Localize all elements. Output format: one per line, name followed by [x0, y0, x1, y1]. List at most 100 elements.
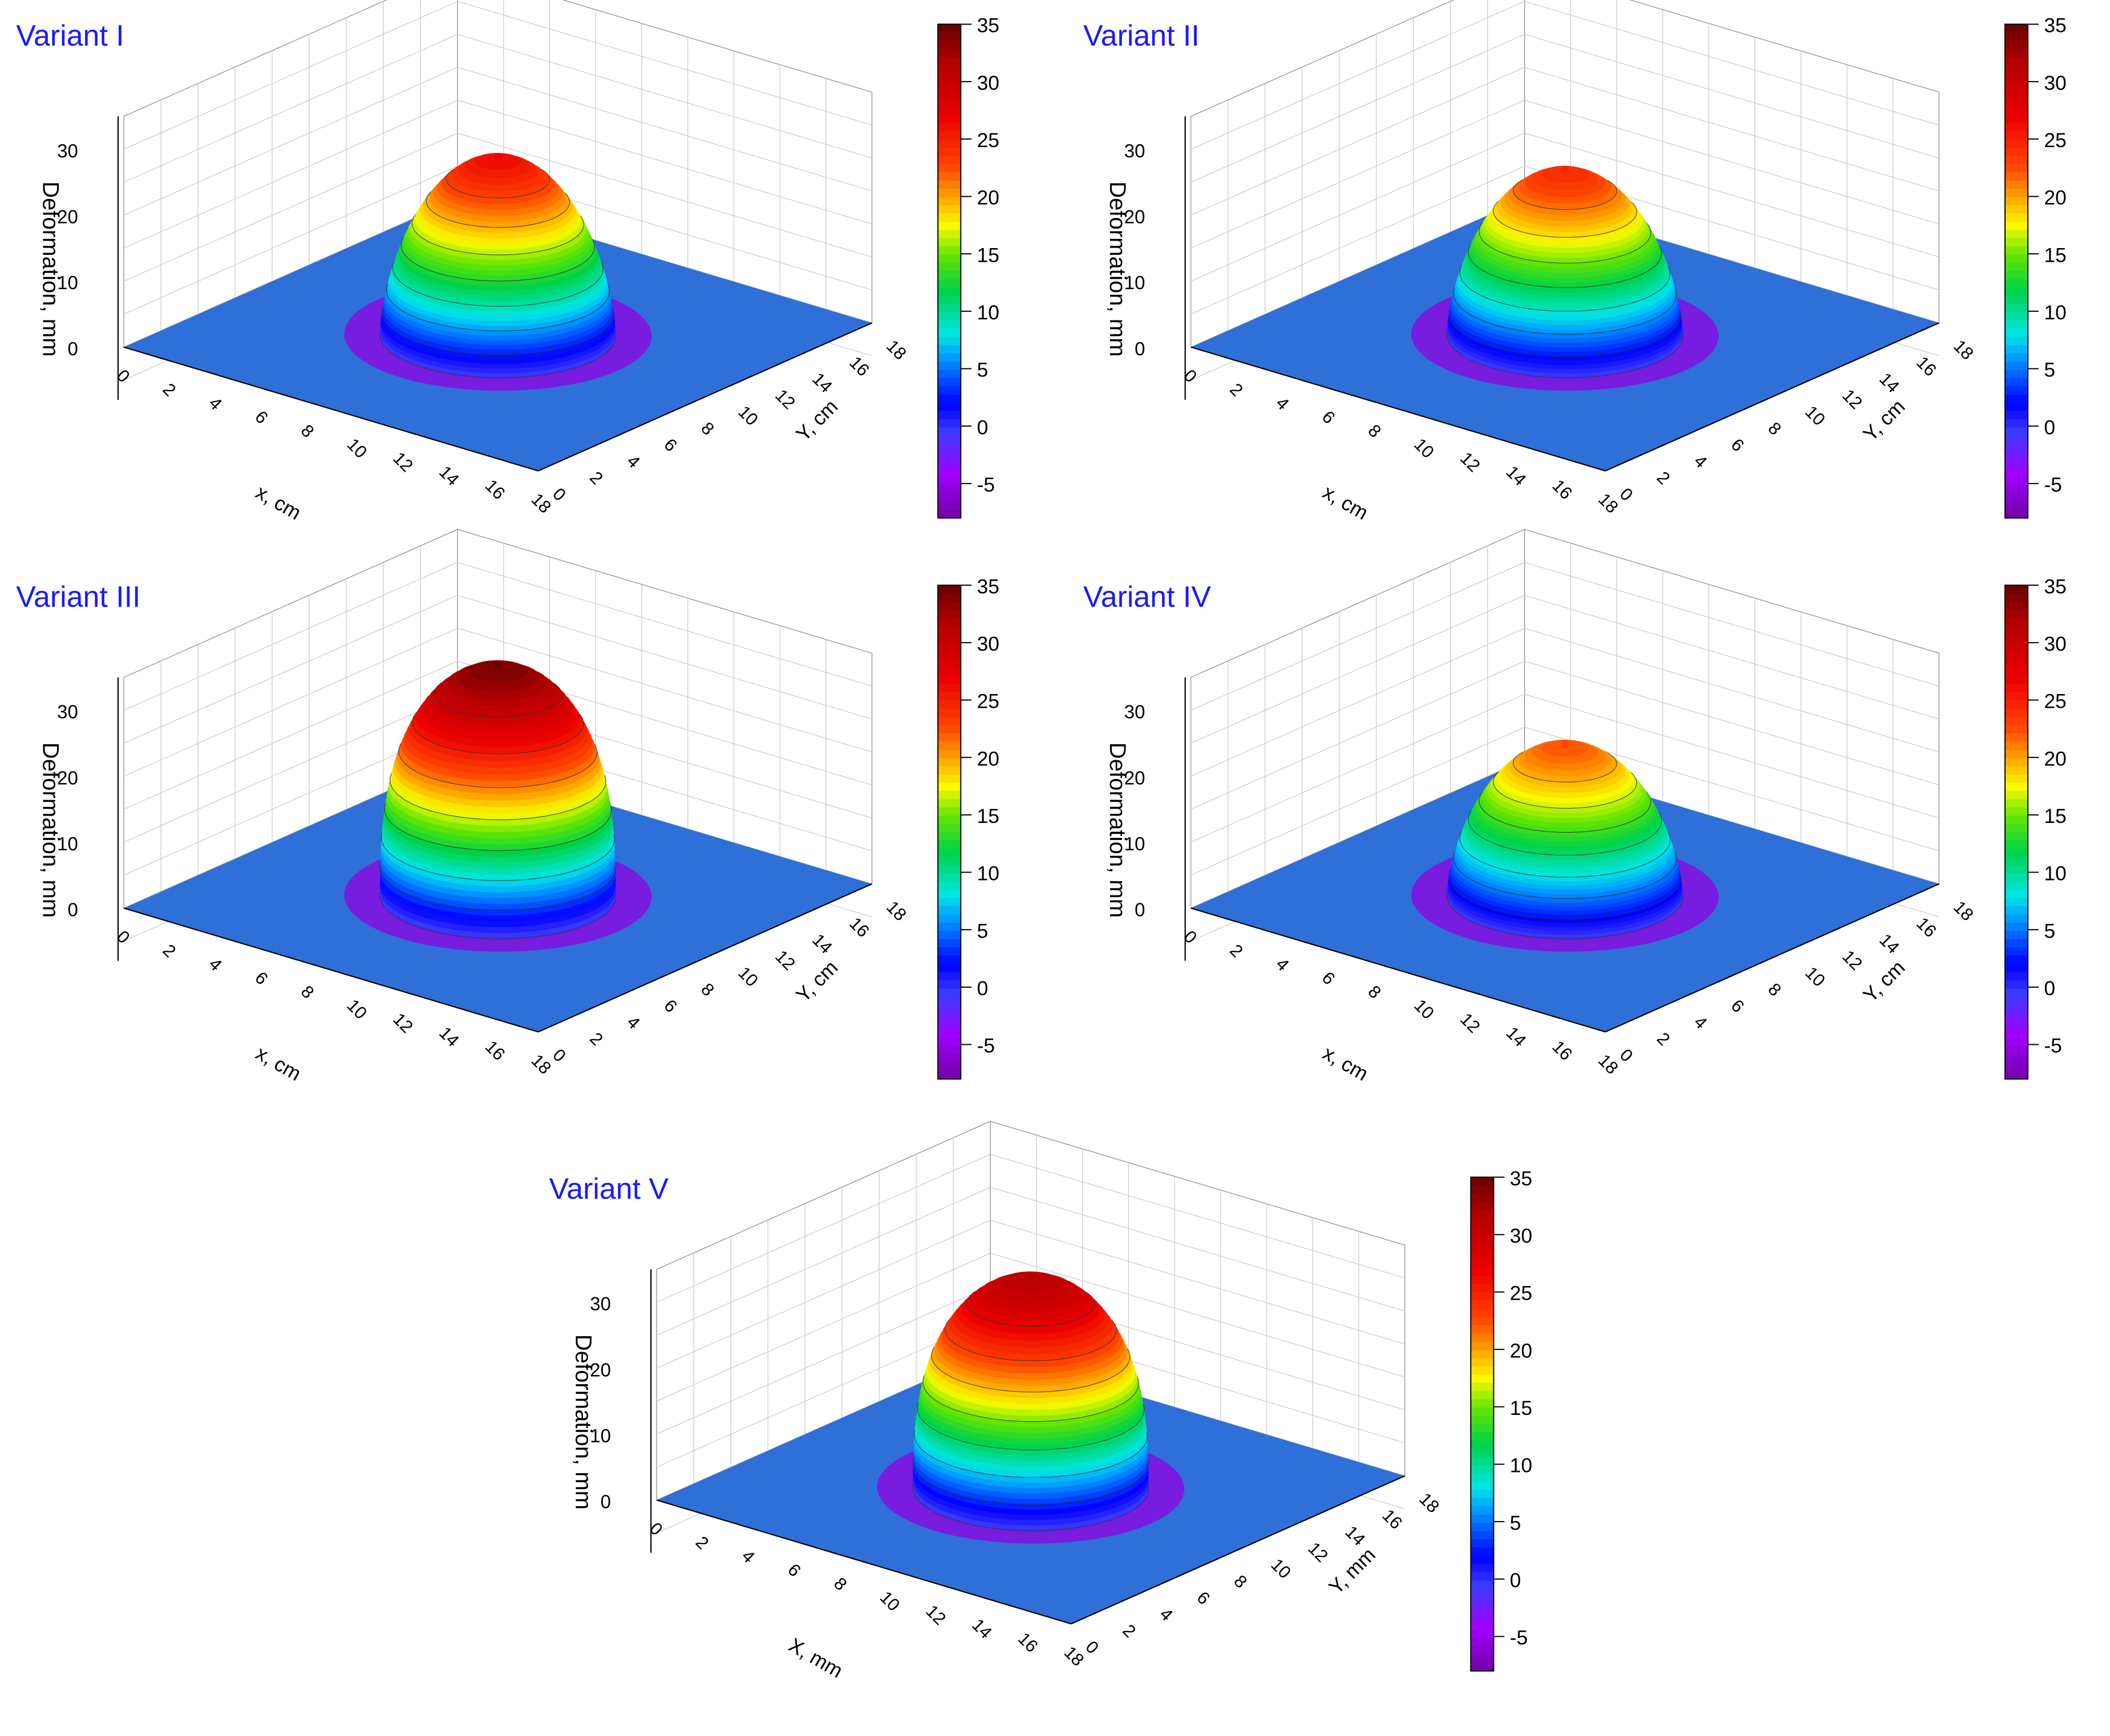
x-axis-label: X, mm [785, 1634, 847, 1682]
colorbar-segment [938, 279, 961, 289]
colorbar-segment [938, 955, 961, 964]
colorbar-segment [1471, 1226, 1494, 1236]
colorbar-segment [2004, 444, 2028, 453]
colorbar-segment [2004, 758, 2028, 767]
colorbar-segment [1471, 1572, 1494, 1581]
colorbar-segment [2004, 807, 2028, 817]
colorbar-segment [938, 328, 961, 338]
z-tick-label: 0 [601, 1491, 611, 1512]
colorbar-segment [1471, 1235, 1494, 1244]
x-tick-label: 14 [435, 1023, 463, 1050]
colorbar-segment [1471, 1621, 1494, 1630]
colorbar-tick-label: 0 [977, 977, 989, 1000]
x-axis-label: x, cm [1319, 1042, 1372, 1085]
colorbar-segment [938, 509, 961, 519]
colorbar-segment [2004, 180, 2028, 190]
colorbar-segment [938, 865, 961, 874]
y-axis-line [538, 883, 873, 1033]
colorbar-tick-label: 30 [2044, 633, 2066, 655]
colorbar-segment [938, 700, 961, 709]
chart-title: Variant III [16, 580, 140, 613]
colorbar-segment [2004, 427, 2028, 436]
colorbar-tick-label: 35 [2044, 575, 2066, 598]
surface-band [1001, 1271, 1061, 1293]
colorbar-tick-label: 10 [2044, 863, 2066, 885]
z-axis-label: Deformation, mm [571, 1335, 596, 1510]
colorbar-segment [938, 213, 961, 222]
colorbar-segment [938, 452, 961, 461]
y-tick-label: 16 [845, 914, 873, 941]
colorbar-segment [938, 147, 961, 157]
y-tick-label: 2 [1119, 1621, 1139, 1641]
x-tick-label: 4 [205, 394, 225, 414]
colorbar-segment [938, 24, 961, 33]
surface-peak [1026, 1273, 1035, 1281]
colorbar-segment [2004, 955, 2028, 964]
colorbar-segment [938, 922, 961, 932]
colorbar-segment [1471, 1218, 1494, 1227]
grid-line [1190, 562, 1939, 711]
x-tick-label: 6 [251, 407, 272, 428]
y-tick-label: 16 [1913, 914, 1940, 941]
colorbar-segment [2004, 403, 2028, 412]
colorbar-segment [2004, 890, 2028, 899]
colorbar-segment [938, 90, 961, 99]
colorbar-segment [2004, 172, 2028, 181]
colorbar-frame [1470, 1177, 1495, 1672]
colorbar-segment [2004, 32, 2028, 42]
grid-line [1190, 132, 1939, 282]
colorbar-segment [1471, 1284, 1494, 1293]
chart-title: Variant IV [1083, 580, 1211, 613]
colorbar-tick-label: 20 [977, 187, 999, 209]
colorbar-segment [938, 996, 961, 1006]
colorbar-tick-label: 15 [1510, 1397, 1532, 1419]
x-axis-label: x, cm [252, 1042, 305, 1085]
colorbar-segment [1471, 1391, 1494, 1400]
x-tick-label: 2 [1226, 380, 1246, 400]
colorbar-segment [938, 460, 961, 469]
x-tick-label: 8 [1364, 421, 1385, 441]
x-axis-line [1190, 907, 1606, 1033]
colorbar-tick-label: 25 [977, 691, 999, 713]
colorbar-segment [2004, 659, 2028, 668]
colorbar-segment [1471, 1482, 1494, 1491]
colorbar-segment [1471, 1440, 1494, 1450]
colorbar-tick-label: 5 [977, 920, 989, 942]
colorbar: 35 30 25 20 15 10 5 0 -5 [2004, 15, 2067, 519]
colorbar-segment [1471, 1514, 1494, 1524]
grid-line [1190, 628, 1939, 777]
y-tick-label: 2 [1653, 1029, 1674, 1049]
colorbar-segment [938, 618, 961, 627]
z-axis-label: Deformation, mm [38, 743, 63, 918]
x-tick-label: 4 [1272, 394, 1293, 414]
colorbar-segment [938, 205, 961, 214]
colorbar-tick-label: 10 [977, 863, 999, 885]
colorbar-segment [1471, 1408, 1494, 1417]
z-tick-label: 0 [67, 338, 78, 359]
y-tick-label: 12 [771, 386, 799, 413]
colorbar-segment [2004, 643, 2028, 652]
colorbar-segment [938, 824, 961, 833]
colorbar-segment [938, 156, 961, 165]
colorbar-segment [938, 48, 961, 58]
x-axis-label: x, cm [252, 481, 305, 524]
z-tick-label: 30 [1124, 701, 1145, 723]
colorbar-segment [1471, 1646, 1494, 1656]
colorbar-tick-label: 0 [2044, 977, 2055, 1000]
x-tick-label: 0 [1180, 927, 1201, 947]
colorbar-segment [2004, 782, 2028, 792]
colorbar-tick-label: 35 [2044, 15, 2066, 37]
y-axis-line [1605, 883, 1939, 1033]
x-tick-label: 6 [1318, 407, 1339, 428]
z-tick-label: 10 [1124, 833, 1145, 854]
colorbar-segment [1471, 1185, 1494, 1194]
colorbar-segment [2004, 353, 2028, 363]
colorbar-segment [2004, 634, 2028, 644]
colorbar-segment [938, 230, 961, 239]
colorbar-segment [2004, 262, 2028, 272]
colorbar-segment [1471, 1415, 1494, 1425]
colorbar-tick-label: 25 [2044, 691, 2066, 713]
grid-line [1190, 67, 1939, 216]
